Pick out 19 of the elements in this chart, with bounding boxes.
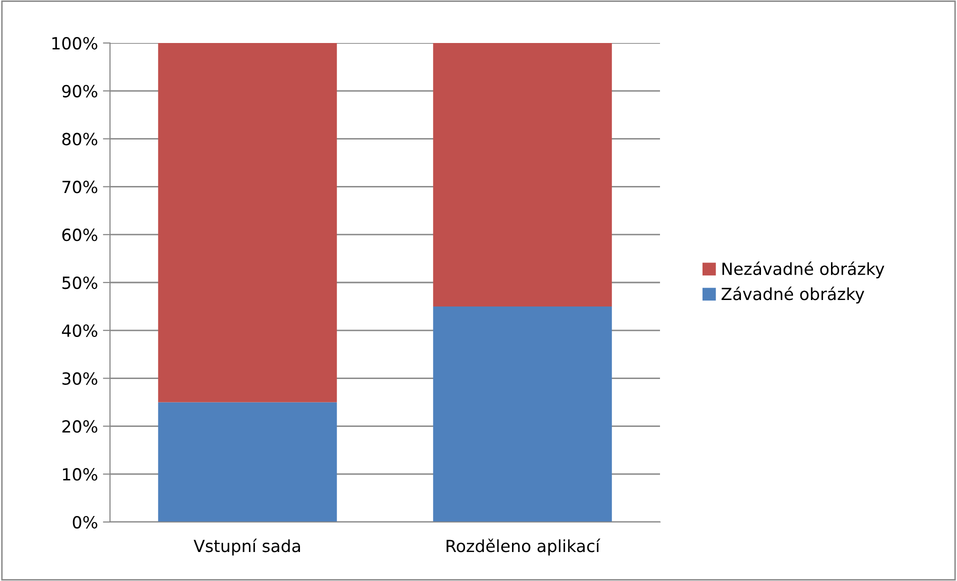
y-tick-label: 50%	[62, 276, 98, 290]
y-tick-label: 0%	[72, 516, 98, 529]
y-tick-label: 90%	[62, 84, 98, 98]
bar	[158, 43, 337, 402]
bar	[433, 43, 612, 306]
y-tick-label: 10%	[62, 468, 98, 481]
y-tick-label: 40%	[62, 324, 98, 337]
legend-label: Nezávadné obrázky	[722, 262, 884, 278]
y-tick-label: 20%	[62, 420, 98, 433]
y-tick-label: 60%	[62, 228, 98, 242]
y-tick-label: 100%	[52, 36, 98, 50]
legend-label: Závadné obrázky	[722, 286, 864, 304]
x-tick-label: Vstupní sada	[194, 538, 300, 556]
bar	[433, 306, 612, 522]
x-tick-label: Rozděleno aplikací	[446, 538, 600, 556]
y-tick-label: 80%	[62, 132, 98, 146]
y-tick-label: 70%	[62, 180, 98, 194]
bar	[158, 402, 337, 522]
y-tick-label: 30%	[62, 372, 98, 385]
